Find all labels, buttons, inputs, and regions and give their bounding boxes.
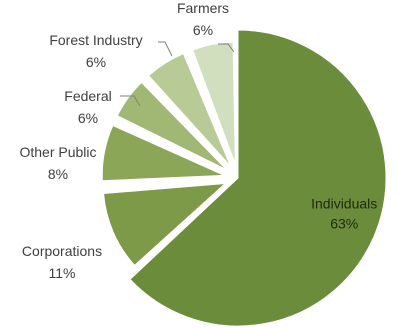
slice-value-individuals: 63% [330, 215, 358, 231]
leader-line-farmers [218, 43, 235, 53]
leader-line-federal [120, 95, 141, 107]
slice-label-other-public: Other Public [19, 144, 96, 160]
pie-slice-federal [116, 81, 228, 171]
slice-label-individuals: Individuals [311, 195, 377, 211]
pie-slice-individuals [129, 29, 387, 327]
slice-value-corporations: 11% [49, 265, 76, 281]
slice-label-farmers: Farmers [177, 0, 229, 16]
slice-value-forest-industry: 6% [86, 54, 106, 70]
slice-label-forest-industry: Forest Industry [49, 32, 142, 48]
pie-slice-corporations [103, 182, 227, 267]
pie-slice-farmers [192, 41, 236, 165]
slice-label-corporations: Corporations [22, 243, 102, 259]
pie-slice-other-public [101, 124, 225, 182]
leader-lines-layer [120, 41, 235, 107]
slice-label-federal: Federal [64, 88, 111, 104]
slice-value-farmers: 6% [193, 22, 213, 38]
slices-layer [101, 29, 387, 327]
slice-value-other-public: 8% [48, 166, 68, 182]
pie-slice-forest-industry [147, 52, 231, 167]
leader-line-forest-industry [158, 41, 173, 57]
slice-value-federal: 6% [78, 110, 98, 126]
labels-layer: Individuals 63% Corporations 11% Other Publi… [19, 0, 377, 281]
